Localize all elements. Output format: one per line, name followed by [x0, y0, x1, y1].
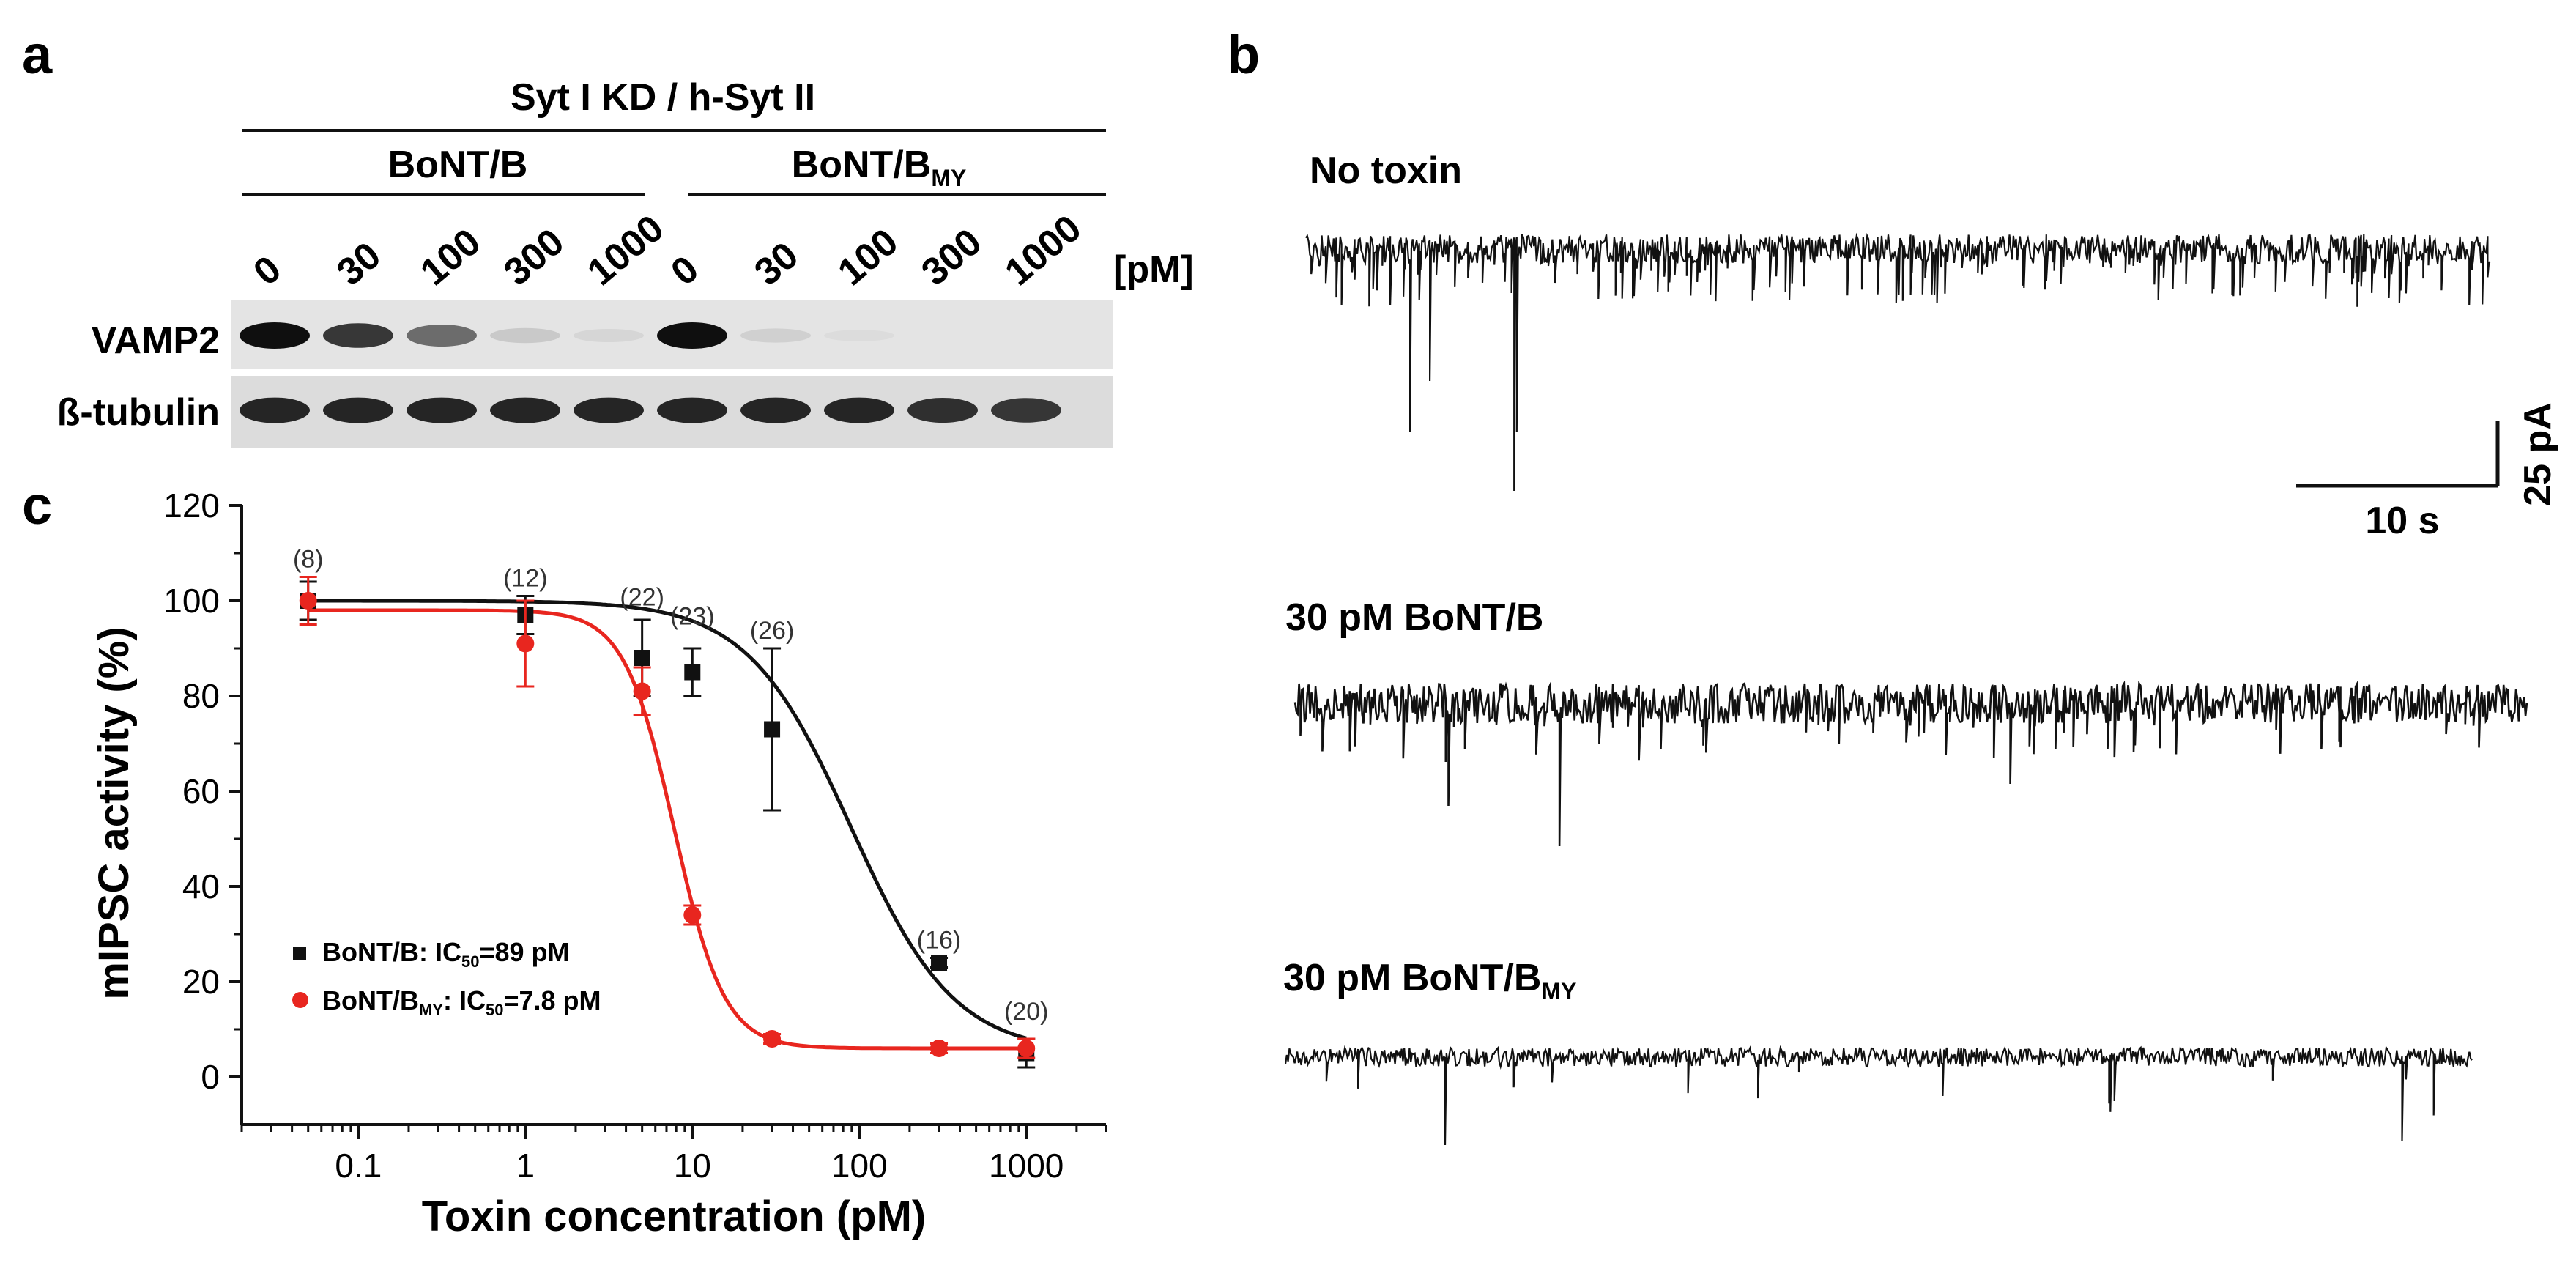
- sample-size-label: (20): [1004, 998, 1048, 1026]
- blot-band: [240, 322, 310, 349]
- data-point-bontb-my: [930, 1040, 949, 1057]
- blot-band: [490, 397, 560, 423]
- y-tick-label: 60: [182, 772, 220, 810]
- blot-label-tubulin: ß-tubulin: [57, 391, 220, 434]
- panel-letter-c: c: [22, 475, 52, 536]
- blot-band: [407, 325, 477, 347]
- y-tick-label: 100: [163, 582, 220, 620]
- data-point-bontb: [764, 721, 781, 738]
- concentration-label: 300: [913, 221, 990, 294]
- sample-size-label: (8): [293, 546, 324, 574]
- blot-band: [323, 323, 393, 348]
- blot-band: [740, 328, 811, 343]
- data-point-bontb-my: [683, 906, 702, 924]
- n-labels: (8) (12) (22)(23) (26) (16) (20): [293, 546, 1049, 1026]
- legend-text-bontb: BoNT/B: IC50=89 pM: [322, 937, 570, 971]
- trace-label-no-toxin: No toxin: [1310, 149, 1462, 192]
- concentration-label: 1000: [997, 207, 1089, 294]
- trace-30pm-bontb-my: [1284, 1045, 2473, 1146]
- blot-band: [740, 397, 811, 423]
- blot-header: Syt I KD / h-Syt II: [511, 76, 815, 119]
- blot-band: [824, 397, 894, 423]
- legend-marker-bontb-my: [292, 992, 308, 1008]
- x-tick-label: 10: [674, 1147, 711, 1185]
- x-tick-label: 100: [831, 1147, 888, 1185]
- sample-size-label: (23): [670, 603, 714, 631]
- sample-size-label: (22): [620, 584, 664, 612]
- fit-curve: [308, 599, 1027, 1040]
- concentration-unit: [pM]: [1113, 248, 1194, 291]
- fit-curve: [308, 608, 1027, 1051]
- y-axis-ticks: 0 20 40 60 80 100 120: [163, 486, 242, 1096]
- blot-band: [907, 397, 978, 423]
- data-point-bontb: [634, 650, 650, 666]
- panel-c-dose-response-chart: c 0 20 40 60 80 100 120 0.1 1 10 100 1000 mIPSC ac…: [22, 475, 1107, 1240]
- concentration-label: 0: [663, 248, 706, 294]
- axes: [240, 505, 1106, 1126]
- scale-bar-current-label: 25 pA: [2517, 402, 2559, 506]
- blot-label-vamp2: VAMP2: [92, 319, 220, 362]
- blot-band: [490, 327, 560, 344]
- trace-label-30pm-bontb: 30 pM BoNT/B: [1285, 596, 1543, 639]
- sample-size-label: (12): [503, 565, 547, 593]
- data-point-bontb: [931, 955, 948, 971]
- concentration-label: 1000: [579, 207, 672, 294]
- fit-curves: [308, 599, 1027, 1051]
- data-point-bontb-my: [1017, 1040, 1036, 1057]
- blot-bands: [240, 322, 1061, 423]
- blot-band: [574, 397, 644, 423]
- data-marks: [299, 576, 1036, 1069]
- legend: BoNT/B: IC50=89 pM BoNT/BMY: IC50=7.8 pM: [292, 937, 601, 1019]
- data-point-bontb-my: [763, 1030, 782, 1048]
- y-tick-label: 20: [182, 963, 220, 1001]
- y-tick-label: 80: [182, 677, 220, 715]
- blot-band: [657, 397, 727, 423]
- x-axis-label: Toxin concentration (pM): [422, 1193, 926, 1240]
- concentration-label: 0: [245, 248, 289, 294]
- concentration-label: 100: [412, 221, 489, 294]
- concentration-label: 100: [830, 221, 906, 294]
- group-label-bontb-my: BoNT/BMY: [792, 144, 967, 191]
- x-axis-ticks: 0.1 1 10 100 1000: [240, 1125, 1107, 1185]
- trace-label-30pm-bontb-my: 30 pM BoNT/BMY: [1283, 957, 1576, 1004]
- blot-band: [991, 398, 1061, 423]
- panel-letter-b: b: [1227, 24, 1260, 85]
- sample-size-label: (26): [750, 617, 794, 645]
- x-tick-label: 1: [516, 1147, 535, 1185]
- sample-size-label: (16): [917, 927, 961, 955]
- blot-band: [323, 397, 393, 423]
- y-axis-label: mIPSC activity (%): [90, 626, 138, 999]
- blot-band: [824, 330, 894, 341]
- concentration-label: 300: [496, 221, 572, 294]
- x-tick-label: 1000: [989, 1147, 1064, 1185]
- y-tick-label: 0: [201, 1058, 220, 1096]
- trace-30pm-bontb: [1293, 680, 2528, 847]
- blot-band: [240, 397, 310, 423]
- panel-b-mipsc-traces: b No toxin 10 s 25 pA 30 pM BoNT/B 30 pM…: [1227, 24, 2559, 1146]
- scale-bar: 10 s 25 pA: [2296, 402, 2559, 542]
- y-tick-label: 40: [182, 867, 220, 905]
- data-point-bontb-my: [633, 682, 651, 700]
- blot-band: [657, 322, 727, 349]
- legend-text-bontb-my: BoNT/BMY: IC50=7.8 pM: [322, 985, 601, 1019]
- scale-bar-time-label: 10 s: [2365, 500, 2439, 542]
- blot-band: [407, 397, 477, 423]
- concentration-label: 30: [746, 234, 806, 295]
- concentration-label: 30: [329, 234, 389, 295]
- group-label-bontb: BoNT/B: [388, 144, 528, 186]
- data-point-bontb: [684, 664, 701, 681]
- y-tick-label: 120: [163, 486, 220, 525]
- legend-marker-bontb: [293, 947, 306, 960]
- data-point-bontb-my: [516, 634, 535, 653]
- blot-band: [574, 329, 644, 342]
- data-point-bontb-my: [299, 592, 317, 610]
- panel-letter-a: a: [22, 24, 53, 85]
- x-tick-label: 0.1: [335, 1147, 382, 1185]
- trace-no-toxin: [1305, 232, 2491, 492]
